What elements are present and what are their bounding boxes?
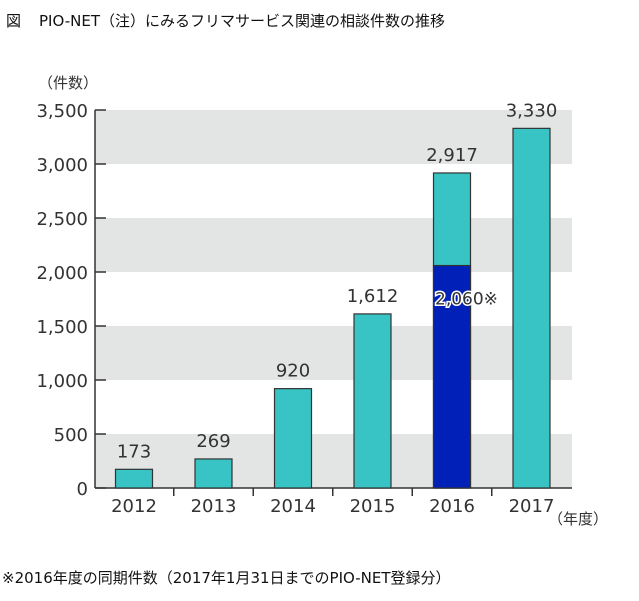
- bar-chart: 0 500 1,000 1,500 2,000 2,500 3,000 3,500 （件数） （年…: [36, 74, 608, 528]
- y-tick-label: 0: [77, 479, 88, 500]
- x-tick-label: 2013: [191, 496, 237, 517]
- value-label-2012: 173: [117, 441, 151, 462]
- x-tick-label: 2012: [111, 496, 157, 517]
- value-label-2014: 920: [276, 361, 310, 382]
- figure-label: 図: [6, 12, 22, 30]
- chart-title: 図 PIO-NET（注）にみるフリマサービス関連の相談件数の推移: [6, 10, 463, 31]
- y-axis-label: （件数）: [38, 74, 98, 92]
- bar-2013: [194, 458, 233, 489]
- x-tick-label: 2014: [270, 496, 316, 517]
- value-label-2017: 3,330: [506, 100, 558, 121]
- value-label-2016: 2,917: [426, 145, 478, 166]
- y-tick-label: 3,500: [36, 101, 88, 122]
- bar-2012: [114, 468, 154, 489]
- overlay-bar-2016: [432, 264, 472, 489]
- footnote: ※2016年度の同期件数（2017年1月31日までのPIO-NET登録分）: [2, 569, 451, 587]
- x-tick-label: 2015: [350, 496, 396, 517]
- value-label-2013: 269: [196, 431, 230, 452]
- y-tick-label: 3,000: [36, 155, 88, 176]
- grid-band: [95, 326, 572, 380]
- grid-band: [95, 218, 572, 272]
- y-tick-label: 2,000: [36, 263, 88, 284]
- x-tick-label: 2017: [509, 496, 555, 517]
- bar-2014: [273, 388, 313, 489]
- grid-band: [95, 434, 572, 488]
- title-text: PIO-NET（注）にみるフリマサービス関連の相談件数の推移: [39, 12, 445, 30]
- bar-2015: [353, 313, 392, 489]
- overlay-label: 2,060※: [435, 290, 498, 310]
- x-axis-label: （年度）: [548, 510, 608, 528]
- y-tick-label: 1,000: [36, 371, 88, 392]
- grid-band: [95, 110, 572, 164]
- y-tick-label: 1,500: [36, 317, 88, 338]
- x-tick-label: 2016: [429, 496, 475, 517]
- y-tick-label: 500: [54, 425, 88, 446]
- y-tick-label: 2,500: [36, 209, 88, 230]
- bar-2017: [512, 127, 551, 489]
- value-label-2015: 1,612: [347, 286, 399, 307]
